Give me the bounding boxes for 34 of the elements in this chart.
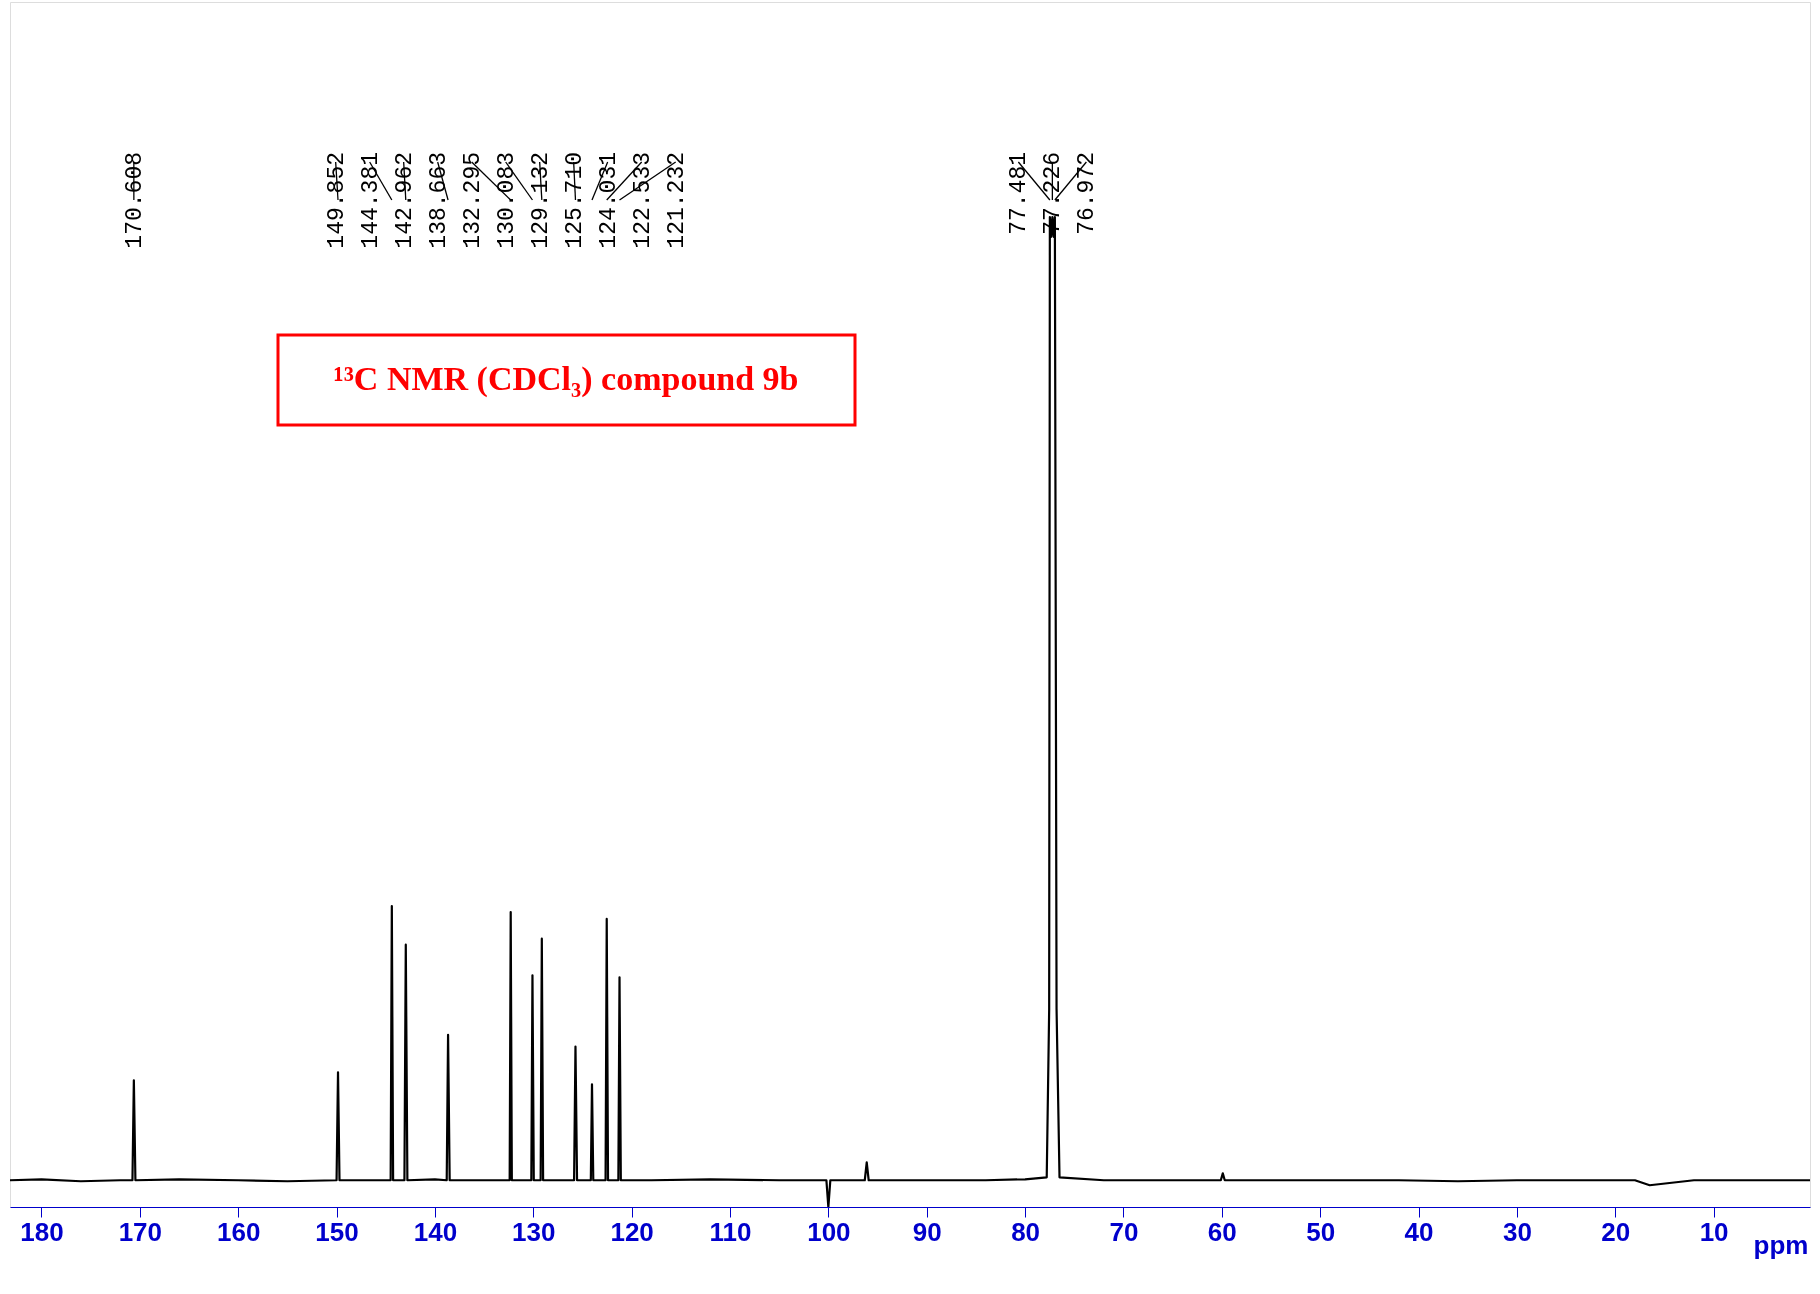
annotation: 142.962 xyxy=(391,152,418,249)
annotation: 124.031 xyxy=(595,152,622,249)
annotation: 122.533 xyxy=(629,152,656,249)
x-axis-title: ppm xyxy=(1753,1229,1809,1260)
annotation: 132.295 xyxy=(459,152,486,249)
annotation: 149.852 xyxy=(323,152,350,249)
x-tick-label: 180 xyxy=(20,1216,64,1247)
annotation: 130.083 xyxy=(493,152,520,249)
annotation: 144.381 xyxy=(357,152,384,249)
x-tick-label: 40 xyxy=(1404,1216,1434,1247)
annotation: 76.972 xyxy=(1074,152,1101,235)
x-tick-label: 80 xyxy=(1011,1216,1041,1247)
annotation: 125.710 xyxy=(561,152,588,249)
annotation: 121.232 xyxy=(663,152,690,249)
x-tick-label: 90 xyxy=(912,1216,942,1247)
x-tick-label: 130 xyxy=(512,1216,556,1247)
x-tick-label: 60 xyxy=(1207,1216,1237,1247)
annotation: 170.608 xyxy=(121,152,148,249)
annotation: 129.132 xyxy=(527,152,554,249)
x-tick-label: 140 xyxy=(413,1216,458,1247)
x-tick-label: 110 xyxy=(709,1216,752,1247)
x-tick-label: 160 xyxy=(217,1216,261,1247)
x-tick-label: 150 xyxy=(315,1216,359,1247)
x-tick-label: 70 xyxy=(1109,1216,1139,1247)
x-tick-label: 50 xyxy=(1306,1216,1336,1247)
x-tick-label: 30 xyxy=(1502,1216,1532,1247)
annotation: 77.481 xyxy=(1006,152,1033,235)
annotation: 138.663 xyxy=(425,152,452,249)
annotation: ¹³C NMR (CDCl₃) compound 9b xyxy=(333,360,799,398)
x-tick-label: 20 xyxy=(1601,1216,1631,1247)
x-tick-label: 170 xyxy=(118,1216,163,1247)
x-tick-label: 120 xyxy=(610,1216,654,1247)
x-tick-label: 100 xyxy=(807,1216,851,1247)
x-tick-label: 10 xyxy=(1699,1216,1729,1247)
